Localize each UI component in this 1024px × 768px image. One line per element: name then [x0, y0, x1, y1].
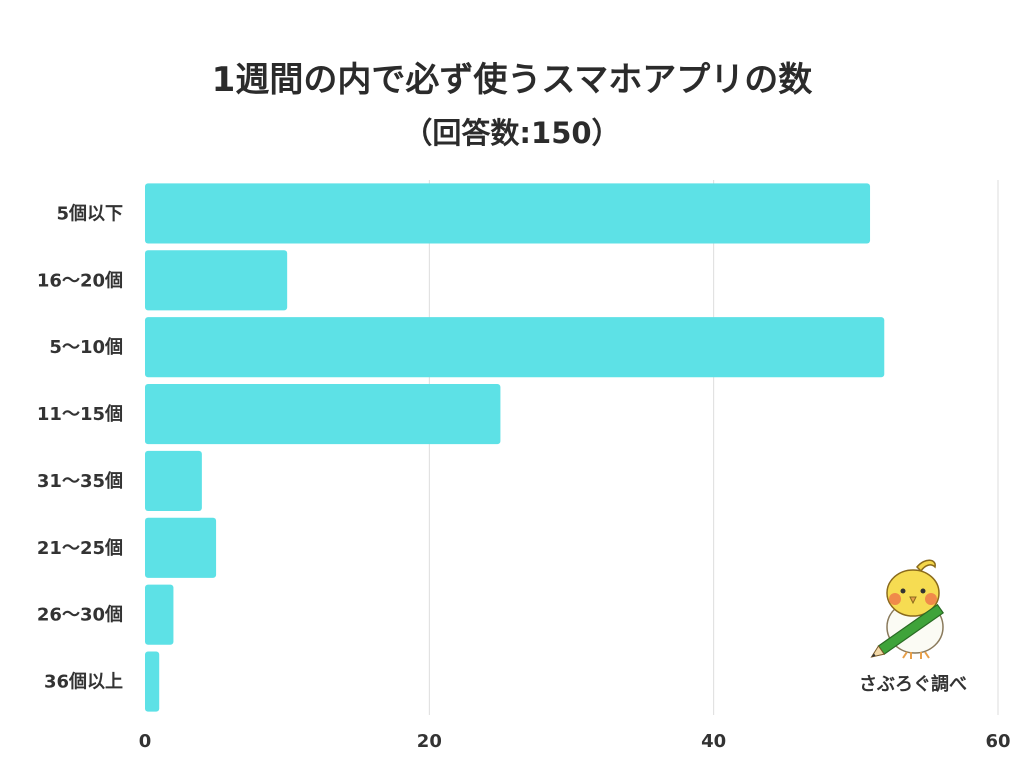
- bars: [145, 183, 885, 712]
- category-label: 11〜15個: [37, 404, 123, 425]
- chart-title: 1週間の内で必ず使うスマホアプリの数: [211, 60, 813, 100]
- category-label: 21〜25個: [37, 538, 123, 559]
- x-axis-ticks: 0 20 40 60: [139, 731, 1011, 752]
- category-label: 5個以下: [56, 203, 123, 224]
- credit-label: さぶろぐ調べ: [859, 674, 967, 695]
- x-tick-label: 20: [417, 731, 442, 752]
- bar-2: [145, 317, 885, 378]
- chart-subtitle: （回答数:150）: [403, 116, 621, 150]
- bar-7: [145, 651, 160, 712]
- bar-4: [145, 450, 202, 512]
- category-label: 36個以上: [44, 672, 123, 693]
- x-tick-label: 40: [701, 731, 726, 752]
- category-label: 31〜35個: [37, 471, 123, 492]
- grid-lines: [428, 180, 999, 715]
- category-label: 26〜30個: [37, 605, 123, 626]
- bar-0: [145, 183, 871, 244]
- bar-3: [145, 383, 501, 445]
- bar-1: [145, 250, 288, 311]
- x-tick-label: 60: [985, 731, 1010, 752]
- category-labels: 5個以下 16〜20個 5〜10個 11〜15個 31〜35個 21〜25個 26〜30個 3…: [37, 203, 123, 692]
- category-label: 5〜10個: [49, 337, 123, 358]
- bird-with-pencil-icon: [870, 559, 945, 659]
- bar-5: [145, 517, 217, 578]
- x-tick-label: 0: [139, 731, 152, 752]
- bar-6: [145, 584, 174, 645]
- category-label: 16〜20個: [37, 270, 123, 291]
